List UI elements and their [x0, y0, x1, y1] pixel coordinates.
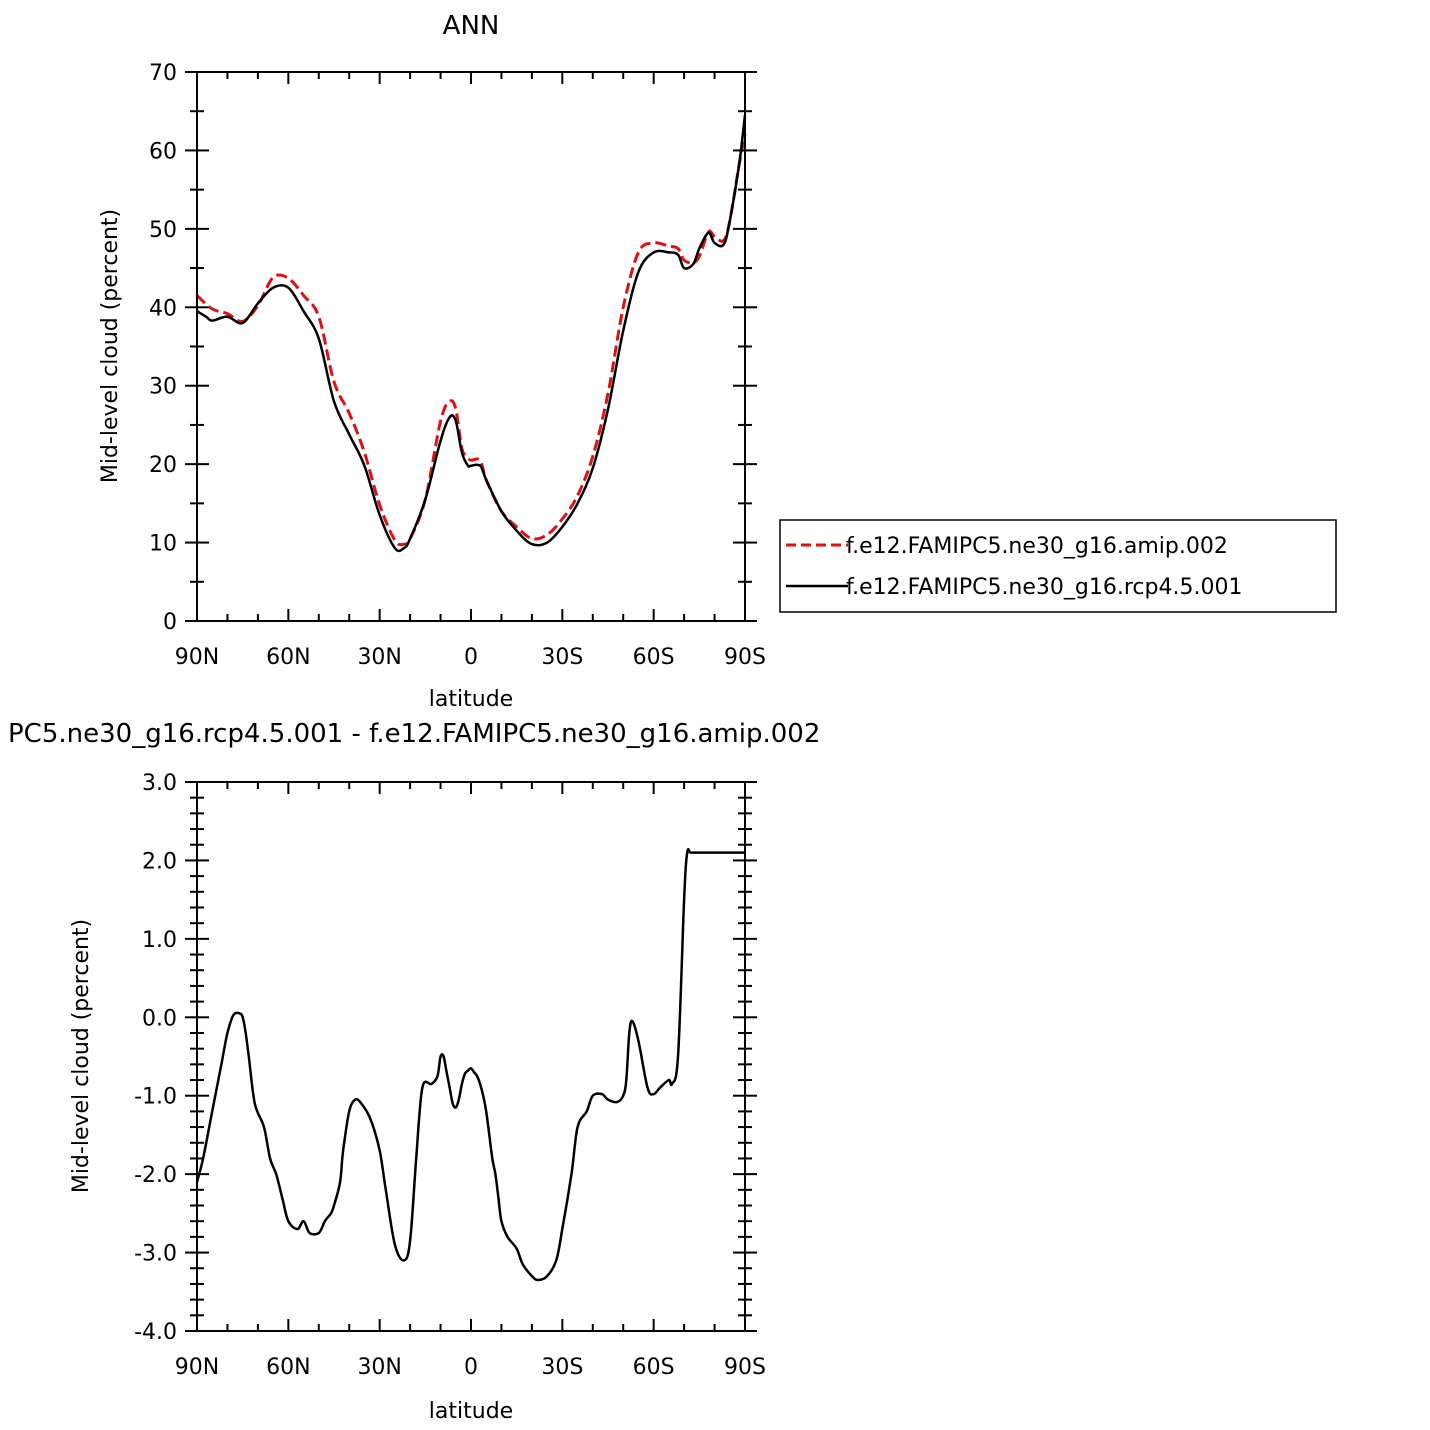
top-y-tick-label: 50 [149, 218, 177, 243]
bottom-x-tick-label: 90N [175, 1355, 219, 1380]
top-y-axis-title: Mid-level cloud (percent) [98, 209, 123, 483]
top-plot-frame [196, 71, 746, 622]
top-x-tick-label: 90S [724, 645, 766, 670]
top-y-tick-label: 20 [149, 453, 177, 478]
bottom-y-tick-label: -3.0 [134, 1242, 177, 1267]
bottom-x-tick-label: 60S [633, 1355, 675, 1380]
bottom-x-tick-label: 30N [357, 1355, 401, 1380]
top-x-tick-label: 60S [633, 645, 675, 670]
bottom-y-tick-label: 1.0 [142, 928, 177, 953]
top-x-axis-title: latitude [429, 687, 513, 712]
bottom-series-line-0 [195, 847, 745, 1282]
bottom-y-axis-title: Mid-level cloud (percent) [69, 919, 94, 1193]
bottom-x-tick-label: 30S [541, 1355, 583, 1380]
top-panel: ANN 90N 60N 30N 0 30S 60S 90S 0 10 20 30 40 50 60 70 l… [98, 11, 766, 712]
top-series-line-1 [196, 114, 747, 553]
legend-label-amip: f.e12.FAMIPC5.ne30_g16.amip.002 [846, 534, 1228, 559]
top-x-tick-label: 90N [175, 645, 219, 670]
bottom-x-tick-label: 90S [724, 1355, 766, 1380]
top-chart-title: ANN [443, 11, 500, 41]
legend-box [779, 519, 1337, 613]
bottom-y-tick-label: 3.0 [142, 771, 177, 796]
bottom-x-axis-title: latitude [429, 1399, 513, 1424]
bottom-y-tick-label: 0.0 [142, 1006, 177, 1031]
top-y-tick-label: 10 [149, 532, 177, 557]
top-y-tick-label: 40 [149, 296, 177, 321]
bottom-chart-title: PC5.ne30_g16.rcp4.5.001 - f.e12.FAMIPC5.… [8, 719, 820, 749]
top-x-tick-label: 30N [357, 645, 401, 670]
top-x-tick-label: 0 [464, 645, 478, 670]
legend: f.e12.FAMIPC5.ne30_g16.amip.002 f.e12.FA… [779, 519, 1337, 613]
top-y-tick-label: 60 [149, 139, 177, 164]
top-series-line-0 [195, 134, 747, 547]
top-x-tick-label: 60N [266, 645, 310, 670]
bottom-y-tick-label: -4.0 [134, 1320, 177, 1345]
bottom-plot-frame [196, 781, 746, 1332]
top-y-tick-label: 70 [149, 61, 177, 86]
top-y-tick-label: 30 [149, 375, 177, 400]
bottom-x-tick-label: 0 [464, 1355, 478, 1380]
bottom-y-tick-label: -1.0 [134, 1085, 177, 1110]
bottom-y-tick-label: -2.0 [134, 1163, 177, 1188]
bottom-y-tick-label: 2.0 [142, 849, 177, 874]
top-y-tick-label: 0 [163, 610, 177, 635]
top-x-tick-label: 30S [541, 645, 583, 670]
legend-label-rcp: f.e12.FAMIPC5.ne30_g16.rcp4.5.001 [846, 575, 1242, 600]
bottom-x-tick-label: 60N [266, 1355, 310, 1380]
bottom-panel: PC5.ne30_g16.rcp4.5.001 - f.e12.FAMIPC5.… [8, 719, 820, 1424]
